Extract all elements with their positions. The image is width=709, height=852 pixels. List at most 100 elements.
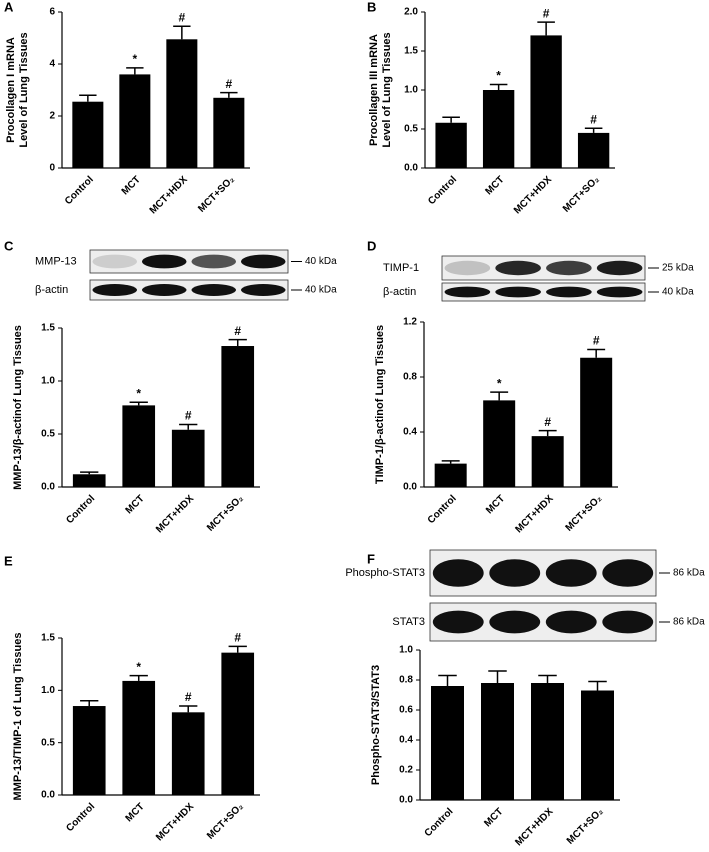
y-tick-label: 0 [49,163,55,174]
blot-size: 40 kDa [305,285,337,296]
x-tick-label: MCT+HDX [148,174,190,216]
bar [580,357,613,487]
x-tick-label: Control [426,174,459,207]
blot-band [495,286,541,298]
blot-band [191,254,237,269]
blot-band [602,559,654,587]
significance-marker: # [593,334,600,348]
x-tick-label: MCT+HDX [513,806,555,848]
x-tick-label: MCT [120,174,143,197]
panel-label: E [4,553,13,568]
y-tick-label: 0.5 [404,124,418,135]
y-axis-label: Procollagen III mRNA [368,34,380,146]
y-tick-label: 0.4 [399,735,413,746]
y-tick-label: 0.6 [399,705,413,716]
blot-label: STAT3 [392,616,425,628]
x-tick-label: MCT [482,806,505,829]
bar [531,436,564,487]
x-tick-label: Control [64,801,97,834]
x-tick-label: MCT [124,493,147,516]
panel-label: A [4,0,14,14]
y-tick-label: 1.0 [41,376,55,387]
bar [483,400,516,487]
x-tick-label: MCT+HDX [512,174,554,216]
blot-band [141,284,187,296]
y-tick-label: 0.5 [41,429,55,440]
y-tick-label: 1.5 [404,46,418,57]
bar [221,652,255,795]
bar [431,686,464,800]
bar [166,39,198,168]
y-axis-label: Level of Lung Tissues [381,32,393,147]
blot-band [240,254,286,269]
x-tick-label: MCT+SO₂ [205,493,246,534]
y-tick-label: 6 [49,7,55,18]
blot-label: MMP-13 [35,255,77,267]
blot-band [546,260,592,276]
blot-size: 40 kDa [662,287,694,298]
significance-marker: # [544,415,551,429]
y-tick-label: 1.2 [403,317,417,328]
x-tick-label: MCT+SO₂ [205,801,246,842]
y-tick-label: 1.0 [404,85,418,96]
bar [122,405,156,487]
blot-band [240,284,286,296]
significance-marker: * [496,69,501,83]
x-tick-label: Control [426,493,459,526]
blot-band [444,260,491,276]
bar [122,680,156,795]
blot-band [191,284,237,296]
bar [72,101,104,168]
y-tick-label: 1.5 [41,323,55,334]
x-tick-label: MCT+SO₂ [565,806,606,847]
bar [72,706,106,795]
significance-marker: # [179,10,186,24]
y-tick-label: 0.2 [399,765,413,776]
bar [481,683,514,800]
blot-size: 40 kDa [305,256,337,267]
blot-band [92,284,138,296]
panel-label: C [4,238,14,253]
blot-size: 25 kDa [662,263,694,274]
blot-frame [441,282,646,302]
y-axis-label: TIMP-1/β-actinof Lung Tissues [374,325,386,484]
x-tick-label: Control [64,493,97,526]
blot-band [489,559,541,587]
panel-label: B [367,0,376,14]
bar [221,346,255,487]
blot-band [596,286,643,298]
y-tick-label: 0.0 [399,795,413,806]
significance-marker: # [185,409,192,423]
blot-band [602,610,654,634]
significance-marker: * [136,386,141,400]
significance-marker: * [136,660,141,674]
y-tick-label: 0.5 [41,737,55,748]
blot-band [141,254,187,269]
y-tick-label: 0.4 [403,427,417,438]
panel-label: F [367,551,375,566]
blot-size: 86 kDa [673,568,705,579]
blot-band [495,260,541,276]
blot-frame [89,279,289,301]
significance-marker: * [133,52,138,66]
y-tick-label: 1.0 [399,645,413,656]
x-tick-label: MCT+SO₂ [196,174,237,215]
bar [435,122,467,168]
bar [531,683,564,800]
blot-band [596,260,643,276]
y-tick-label: 0.0 [404,163,418,174]
y-tick-label: 0.0 [41,482,55,493]
blot-frame [89,249,289,274]
y-tick-label: 0.8 [399,675,413,686]
x-tick-label: MCT+SO₂ [564,493,605,534]
blot-band [444,286,491,298]
blot-label: β-actin [383,286,416,298]
y-tick-label: 0.0 [403,482,417,493]
blot-band [546,286,592,298]
bar [171,712,205,795]
bar [482,90,515,168]
blot-band [545,559,597,587]
y-tick-label: 4 [49,59,55,70]
blot-band [545,610,597,634]
